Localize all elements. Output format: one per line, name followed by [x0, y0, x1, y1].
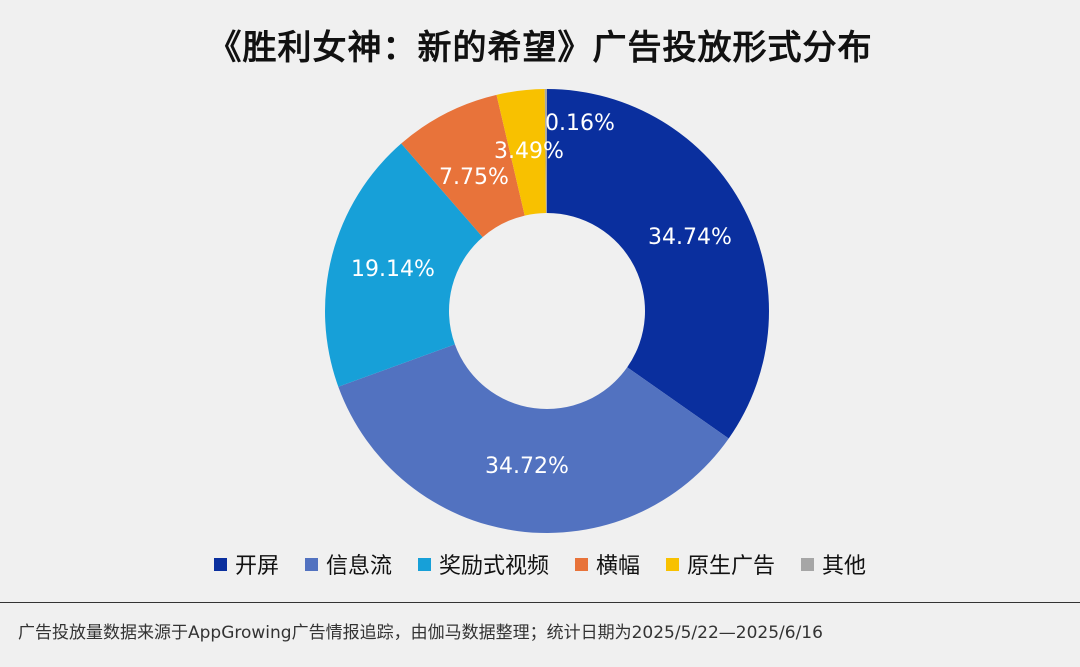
legend-swatch [304, 557, 318, 571]
slice-1 [338, 344, 729, 534]
legend-label: 信息流 [325, 554, 392, 579]
slice-3 [401, 94, 525, 238]
legend-item-0: 开屏 [213, 548, 279, 580]
legend-item-5: 其他 [801, 548, 866, 580]
legend-label: 横幅 [596, 554, 641, 579]
legend-swatch [213, 557, 227, 571]
legend-item-1: 信息流 [304, 548, 392, 580]
legend-swatch [575, 557, 588, 571]
donut-chart: 34.74% 34.72% 19.14% 7.75%3.49% 0.16% [325, 89, 770, 534]
footer-divider [0, 602, 1080, 603]
source-note: 广告投放量数据来源于AppGrowing广告情报追踪，由伽马数据整理；统计日期为… [18, 623, 823, 643]
legend-swatch [417, 557, 431, 571]
legend-item-4: 原生广告 [666, 548, 775, 580]
slice-5 [544, 89, 547, 214]
legend-label: 其他 [822, 554, 867, 579]
slice-0 [547, 89, 770, 439]
slice-2 [325, 143, 483, 387]
legend-swatch [801, 557, 815, 571]
slice-4 [496, 89, 547, 216]
legend-item-2: 奖励式视频 [417, 548, 549, 580]
slice-label-2: 19.14% [351, 257, 435, 282]
slice-label-1: 34.72% [485, 454, 569, 479]
legend-swatch [666, 557, 680, 571]
slice-label-0: 34.74% [648, 225, 732, 250]
chart-legend: 开屏 信息流 奖励式视频 横幅 原生广告 其他 [0, 548, 1080, 580]
legend-item-3: 横幅 [575, 548, 640, 580]
slice-label-4: 3.49% [494, 139, 564, 164]
legend-label: 开屏 [234, 554, 279, 579]
chart-title: 《胜利女神：新的希望》广告投放形式分布 [207, 28, 873, 68]
slice-label-5: 0.16% [545, 111, 615, 136]
legend-label: 奖励式视频 [438, 554, 549, 579]
slice-label-3: 7.75% [439, 165, 509, 190]
legend-label: 原生广告 [687, 554, 776, 579]
